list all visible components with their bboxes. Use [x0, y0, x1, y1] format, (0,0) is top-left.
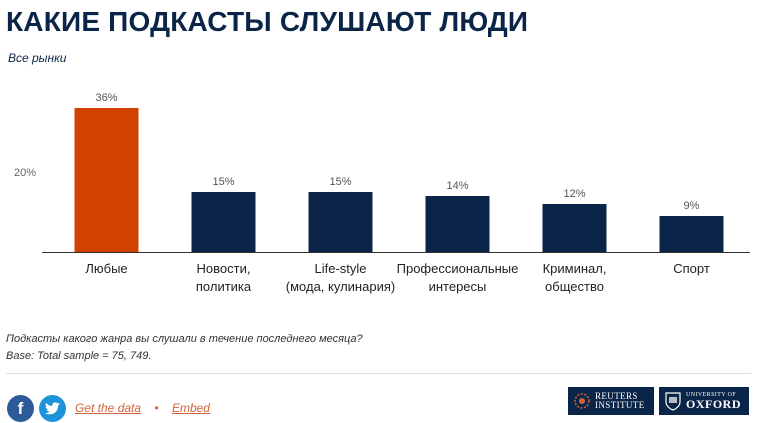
- twitter-icon: [45, 402, 60, 415]
- reuters-logo-line1: REUTERS: [595, 391, 638, 401]
- x-tick-label: Любые: [85, 261, 127, 276]
- embed-link[interactable]: Embed: [171, 401, 210, 415]
- link-separator: •: [154, 401, 159, 415]
- x-tick-label: Новости,: [197, 261, 251, 276]
- oxford-logo-line2: OXFORD: [686, 397, 741, 411]
- bar-value-label: 15%: [212, 176, 234, 188]
- twitter-share-button[interactable]: [39, 395, 66, 422]
- bar-value-label: 15%: [329, 176, 351, 188]
- bar-value-label: 14%: [446, 180, 468, 192]
- x-tick-label: Профессиональные: [397, 261, 519, 276]
- x-tick-label: политика: [196, 279, 252, 294]
- bar: [542, 204, 607, 252]
- footer-links: Get the data • Embed: [75, 401, 210, 415]
- x-tick-label: интересы: [429, 279, 487, 294]
- x-tick-label: Спорт: [673, 261, 710, 276]
- bar: [74, 108, 139, 252]
- get-data-link[interactable]: Get the data: [75, 401, 142, 415]
- bar: [191, 192, 256, 252]
- oxford-university-logo: UNIVERSITY OF OXFORD: [659, 387, 749, 415]
- reuters-institute-logo: REUTERS INSTITUTE: [568, 387, 654, 415]
- oxford-crest-icon: [665, 392, 681, 411]
- bar: [425, 196, 490, 252]
- sample-base: Base: Total sample = 75, 749.: [6, 350, 152, 362]
- chart-title: КАКИЕ ПОДКАСТЫ СЛУШАЮТ ЛЮДИ: [6, 6, 529, 37]
- facebook-icon: f: [17, 399, 24, 418]
- bar: [308, 192, 373, 252]
- bar-value-label: 12%: [563, 188, 585, 200]
- globe-icon: [574, 393, 590, 409]
- survey-question: Подкасты какого жанра вы слушали в течен…: [6, 333, 363, 345]
- x-tick-label: (мода, кулинария): [286, 279, 395, 294]
- bar: [659, 216, 724, 252]
- bar-value-label: 9%: [684, 200, 700, 212]
- reuters-logo-line2: INSTITUTE: [595, 400, 645, 410]
- x-tick-label: общество: [545, 279, 604, 294]
- x-tick-label: Life-style: [314, 261, 366, 276]
- x-tick-label: Криминал,: [543, 261, 607, 276]
- footer-divider: [6, 373, 751, 374]
- oxford-logo-line1: UNIVERSITY OF: [686, 392, 737, 398]
- chart-subtitle: Все рынки: [8, 51, 67, 65]
- bar-chart: 20% 36% Любые 15% Новости, политика 15% Life-st…: [14, 92, 750, 294]
- bar-value-label: 36%: [95, 92, 117, 104]
- facebook-share-button[interactable]: f: [7, 395, 34, 422]
- y-tick-label: 20%: [14, 167, 36, 179]
